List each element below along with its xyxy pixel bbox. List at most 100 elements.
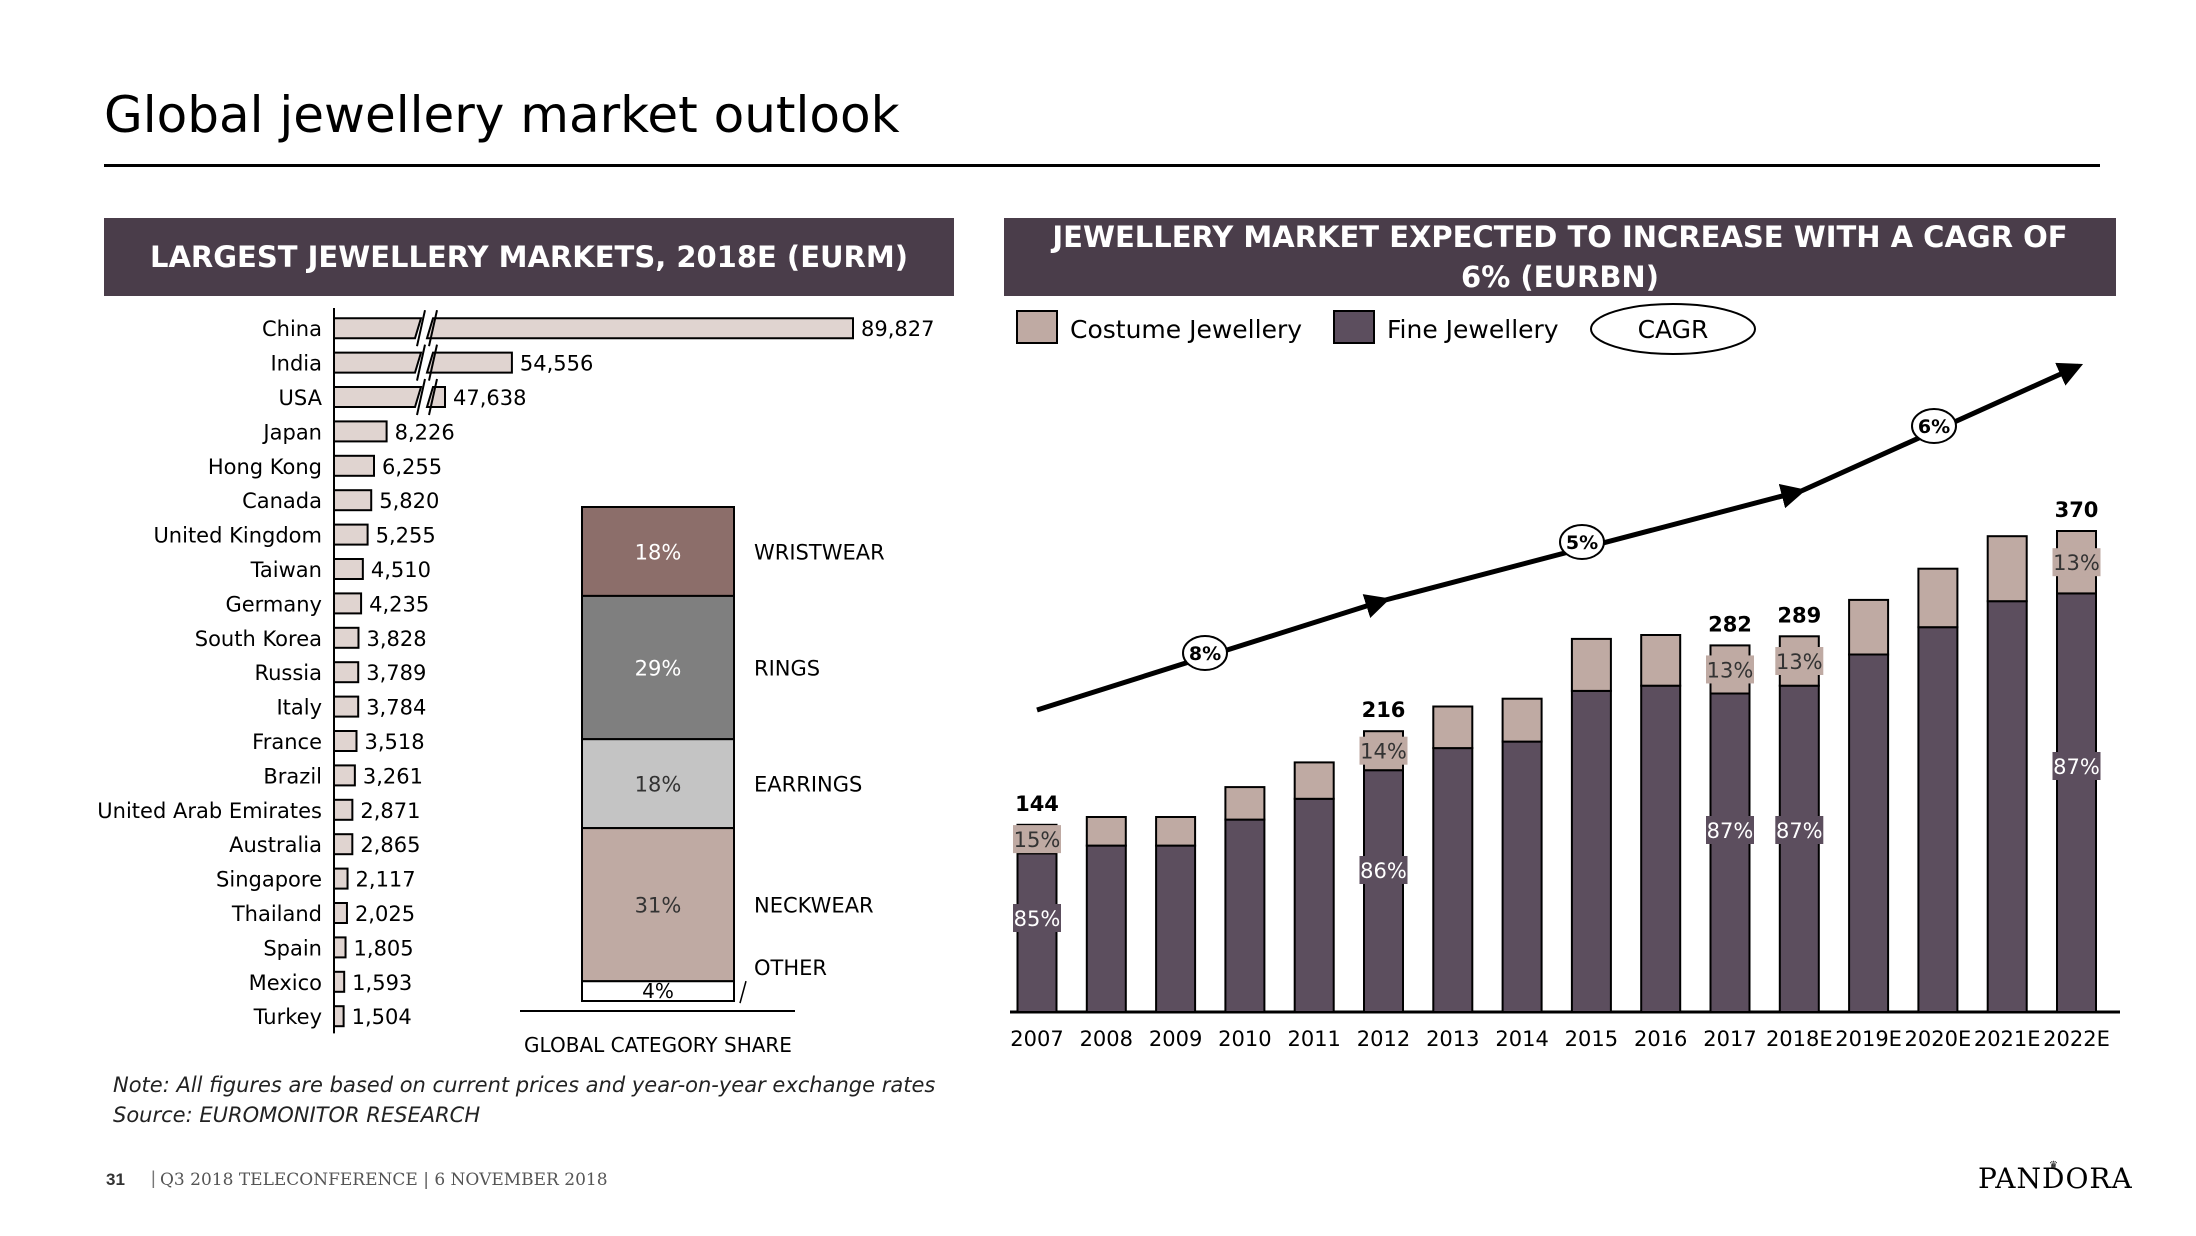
left-panel-header: LARGEST JEWELLERY MARKETS, 2018E (EURM) (104, 218, 954, 296)
market-category-label: Mexico (249, 971, 322, 995)
costume-bar (1986, 535, 2028, 603)
category-name-label: EARRINGS (754, 773, 862, 797)
market-value-label: 4,510 (371, 558, 431, 582)
market-value-label: 1,593 (352, 971, 412, 995)
market-category-label: Taiwan (250, 558, 322, 582)
category-segment-earrings (581, 738, 735, 830)
axis-break-mark (416, 344, 426, 381)
legend-swatch-costume (1016, 310, 1058, 344)
market-category-label: South Korea (195, 627, 322, 651)
market-value-label: 2,025 (355, 902, 415, 926)
costume-pct-label: 14% (1360, 740, 1407, 764)
legend-label-cagr: CAGR (1638, 315, 1709, 344)
category-name-label: OTHER (754, 956, 827, 980)
costume-bar (1293, 761, 1335, 800)
market-category-label: Hong Kong (208, 455, 322, 479)
category-percent-label: 29% (635, 657, 682, 681)
year-tick-label: 2010 (1218, 1027, 1271, 1051)
market-category-label: Brazil (263, 764, 322, 788)
market-category-label: Thailand (231, 902, 322, 926)
costume-pct-box (2052, 548, 2101, 577)
year-tick-label: 2019E (1835, 1027, 1902, 1051)
year-tick-label: 2008 (1080, 1027, 1133, 1051)
market-value-label: 3,518 (364, 730, 424, 754)
fine-bar (1917, 626, 1959, 1013)
market-value-label: 4,235 (369, 592, 429, 616)
year-tick-label: 2022E (2043, 1027, 2110, 1051)
total-value-label: 216 (1362, 698, 1406, 722)
costume-pct-box (1706, 655, 1754, 684)
market-category-label: Germany (225, 592, 322, 616)
market-category-label: United Kingdom (153, 524, 322, 548)
market-bar (333, 936, 347, 959)
fine-pct-label: 87% (2053, 755, 2100, 779)
axis-break-mark (416, 378, 426, 416)
market-bar (333, 420, 388, 443)
legend-cagr-ellipse (1590, 303, 1756, 355)
category-percent-label: 18% (635, 540, 682, 564)
market-bar (333, 695, 360, 718)
market-bar (333, 523, 369, 546)
fine-pct-box (1013, 904, 1061, 932)
market-bar-tail (425, 351, 513, 374)
year-tick-label: 2017 (1703, 1027, 1756, 1051)
market-category-label: USA (279, 386, 323, 410)
year-tick-label: 2007 (1010, 1027, 1063, 1051)
market-category-label: United Arab Emirates (97, 799, 322, 823)
market-value-label: 8,226 (395, 420, 455, 444)
title-divider (104, 164, 2100, 167)
category-segment-other (581, 980, 735, 1002)
fine-bar (2056, 592, 2097, 1013)
fine-pct-label: 85% (1014, 907, 1061, 931)
costume-bar (1432, 705, 1474, 750)
market-bar (333, 764, 356, 787)
fine-bar (1363, 769, 1404, 1014)
legend-swatch-fine (1333, 310, 1375, 344)
cagr-bubble (1911, 408, 1957, 444)
market-bar (333, 902, 348, 924)
cagr-bubble (1182, 635, 1228, 671)
costume-bar (1224, 786, 1266, 821)
market-bar (333, 558, 364, 580)
costume-bar (1085, 816, 1127, 847)
market-bar (333, 661, 360, 684)
year-tick-label: 2012 (1357, 1027, 1410, 1051)
costume-bar (1155, 816, 1197, 847)
market-value-label: 6,255 (382, 455, 442, 479)
footnote: Note: All figures are based on current p… (113, 1070, 935, 1130)
fine-bar (1709, 692, 1751, 1013)
total-value-label: 289 (1777, 603, 1821, 627)
year-tick-label: 2020E (1905, 1027, 1972, 1051)
category-x-axis-label: GLOBAL CATEGORY SHARE (524, 1033, 792, 1057)
market-category-label: Canada (242, 489, 322, 513)
fine-pct-box (1359, 856, 1408, 884)
market-bar (333, 626, 360, 649)
costume-bar (1501, 697, 1543, 743)
category-percent-label: 18% (635, 773, 682, 797)
category-percent-label: 31% (635, 894, 682, 918)
largest-markets-chart: China 89,827 India 54,556 USA 47,638 Japan 8,22… (97, 308, 934, 1034)
fine-pct-label: 87% (1776, 819, 1823, 843)
fine-pct-label: 87% (1707, 819, 1754, 843)
market-value-label: 5,255 (376, 524, 436, 548)
market-value-label: 2,871 (360, 799, 420, 823)
note-text: Note: All figures are based on current p… (113, 1073, 936, 1097)
market-bar (333, 970, 346, 993)
costume-pct-box (1013, 825, 1061, 854)
market-bar (333, 454, 375, 477)
costume-bar (1848, 598, 1890, 656)
market-value-label: 1,805 (354, 936, 414, 960)
legend-label-costume: Costume Jewellery (1070, 315, 1302, 344)
fine-bar (1293, 797, 1335, 1013)
total-value-label: 144 (1015, 792, 1059, 816)
pandora-logo: PANDORA (1978, 1162, 2133, 1195)
total-value-label: 282 (1708, 612, 1752, 636)
market-bar (333, 867, 349, 890)
year-tick-label: 2021E (1974, 1027, 2041, 1051)
category-leader-line (739, 980, 747, 1004)
market-bar (333, 1005, 345, 1028)
fine-bar (1501, 740, 1543, 1013)
market-value-label: 5,820 (379, 489, 439, 513)
market-value-label: 3,828 (366, 627, 426, 651)
page-title: Global jewellery market outlook (104, 86, 900, 144)
